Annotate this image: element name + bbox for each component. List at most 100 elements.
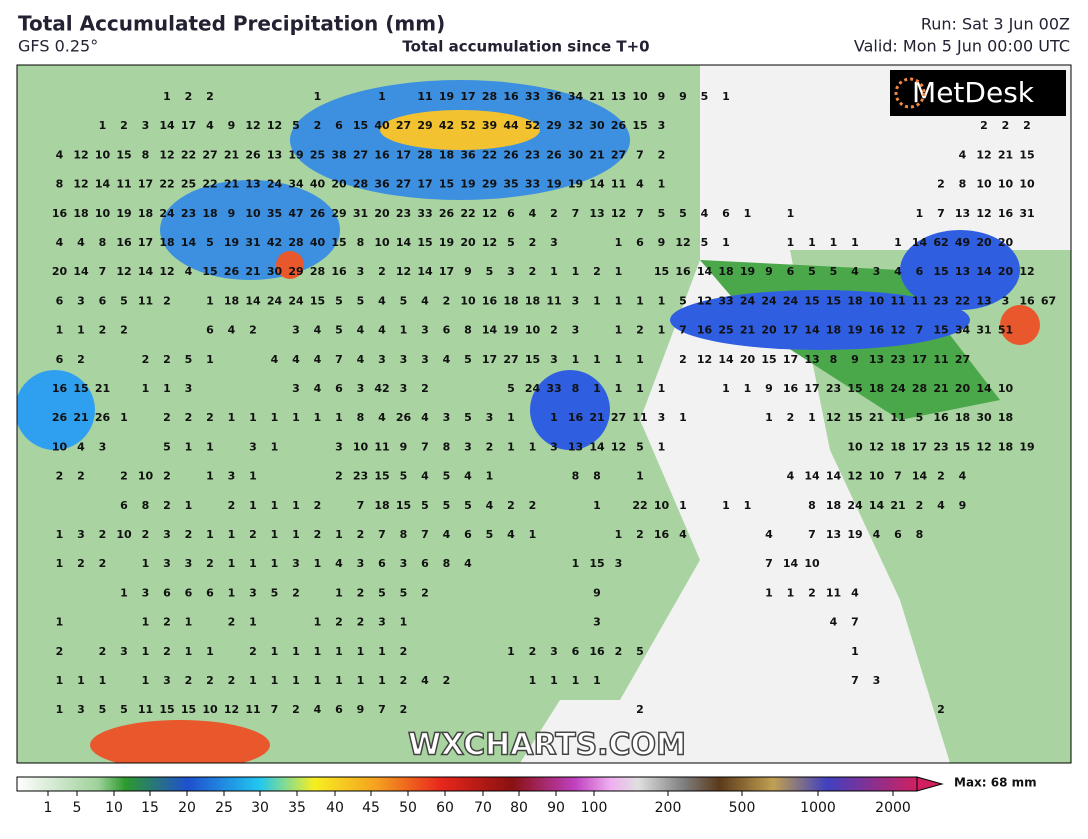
grid-value: 13 — [976, 294, 991, 307]
grid-value: 2 — [658, 148, 666, 161]
grid-value: 1 — [593, 382, 601, 395]
grid-value: 42 — [439, 119, 454, 132]
grid-value: 1 — [314, 411, 322, 424]
grid-value: 2 — [916, 499, 924, 512]
grid-value: 29 — [482, 178, 497, 191]
grid-value: 3 — [142, 586, 150, 599]
grid-value: 27 — [955, 353, 970, 366]
grid-value: 2 — [77, 470, 85, 483]
grid-value: 29 — [546, 119, 561, 132]
grid-value: 14 — [159, 119, 175, 132]
grid-value: 18 — [869, 382, 884, 395]
grid-value: 1 — [658, 382, 666, 395]
grid-value: 21 — [890, 499, 905, 512]
grid-value: 15 — [761, 353, 776, 366]
grid-value: 15 — [374, 470, 389, 483]
grid-value: 5 — [335, 294, 343, 307]
grid-value: 30 — [976, 411, 992, 424]
grid-value: 18 — [826, 324, 841, 337]
grid-value: 4 — [959, 148, 967, 161]
grid-value: 8 — [959, 178, 967, 191]
grid-value: 15 — [116, 148, 131, 161]
grid-value: 1 — [120, 411, 128, 424]
grid-value: 36 — [374, 178, 390, 191]
grid-value: 4 — [894, 265, 902, 278]
grid-value: 16 — [589, 645, 605, 658]
grid-value: 26 — [224, 265, 240, 278]
grid-value: 2 — [593, 265, 601, 278]
grid-value: 1 — [271, 674, 279, 687]
grid-value: 14 — [138, 265, 154, 278]
grid-value: 20 — [52, 265, 68, 278]
grid-value: 14 — [804, 324, 820, 337]
colorbar-tick-label: 10 — [105, 800, 123, 816]
grid-value: 3 — [593, 616, 601, 629]
grid-value: 17 — [783, 324, 798, 337]
grid-value: 2 — [99, 557, 107, 570]
grid-value: 11 — [890, 294, 905, 307]
grid-value: 15 — [955, 440, 970, 453]
grid-value: 20 — [374, 207, 390, 220]
subtitle: Total accumulation since T+0 — [402, 38, 649, 56]
grid-value: 15 — [331, 236, 346, 249]
grid-value: 1 — [529, 528, 537, 541]
grid-value: 22 — [482, 148, 497, 161]
grid-value: 8 — [443, 440, 451, 453]
grid-value: 16 — [998, 207, 1014, 220]
grid-value: 67 — [1041, 294, 1056, 307]
grid-value: 27 — [611, 148, 626, 161]
grid-value: 7 — [636, 148, 644, 161]
grid-value: 2 — [1002, 119, 1010, 132]
grid-value: 11 — [826, 586, 841, 599]
grid-value: 5 — [636, 440, 644, 453]
grid-value: 28 — [417, 148, 432, 161]
grid-value: 1 — [787, 207, 795, 220]
grid-value: 1 — [808, 411, 816, 424]
grid-value: 4 — [56, 148, 64, 161]
grid-value: 1 — [507, 411, 515, 424]
grid-value: 2 — [163, 353, 171, 366]
grid-value: 16 — [503, 90, 519, 103]
grid-value: 5 — [486, 265, 494, 278]
grid-value: 4 — [486, 499, 494, 512]
grid-value: 1 — [56, 324, 64, 337]
grid-value: 4 — [443, 353, 451, 366]
grid-value: 4 — [873, 528, 881, 541]
grid-value: 5 — [701, 90, 709, 103]
grid-value: 10 — [804, 557, 820, 570]
grid-value: 12 — [396, 265, 411, 278]
grid-value: 10 — [95, 207, 111, 220]
precip-area — [380, 110, 540, 150]
grid-value: 9 — [851, 353, 859, 366]
grid-value: 1 — [249, 411, 257, 424]
grid-value: 8 — [808, 499, 816, 512]
grid-value: 7 — [916, 324, 924, 337]
grid-value: 1 — [787, 586, 795, 599]
grid-value: 11 — [912, 294, 927, 307]
grid-value: 1 — [679, 411, 687, 424]
grid-values: 1 2 2 1 1 11 19 17 28 16 33 36 34 21 13 10 9 9 5 11 2 3 14 17 4 9… — [52, 90, 1056, 716]
grid-value: 8 — [916, 528, 924, 541]
grid-value: 40 — [374, 119, 390, 132]
grid-value: 14 — [869, 499, 885, 512]
grid-value: 26 — [310, 207, 326, 220]
grid-value: 17 — [912, 440, 927, 453]
grid-value: 24 — [288, 294, 304, 307]
grid-value: 1 — [271, 499, 279, 512]
grid-value: 1 — [615, 294, 623, 307]
grid-value: 18 — [718, 265, 733, 278]
grid-value: 4 — [77, 236, 85, 249]
grid-value: 22 — [955, 294, 970, 307]
grid-value: 11 — [138, 294, 153, 307]
grid-value: 15 — [589, 557, 604, 570]
grid-value: 4 — [421, 470, 429, 483]
grid-value: 4 — [507, 528, 515, 541]
grid-value: 18 — [826, 499, 841, 512]
grid-value: 5 — [443, 499, 451, 512]
grid-value: 33 — [546, 382, 561, 395]
grid-value: 12 — [267, 119, 282, 132]
colorbar-ticks: 1 5 10 15 20 25 30 35 40 45 50 60 70 80 90 100 200 500 100… — [44, 791, 911, 816]
grid-value: 1 — [56, 528, 64, 541]
grid-value: 15 — [310, 294, 325, 307]
grid-value: 9 — [658, 236, 666, 249]
